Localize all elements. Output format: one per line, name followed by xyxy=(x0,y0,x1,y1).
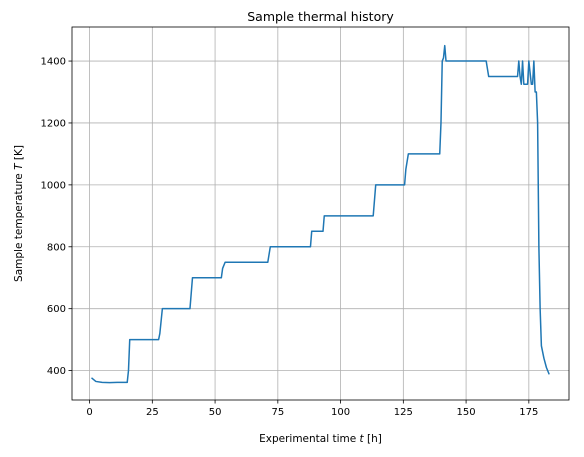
x-tick-label: 125 xyxy=(394,407,413,418)
x-axis-label-unit: [h] xyxy=(364,433,382,445)
y-axis-label-unit: [K] xyxy=(13,145,25,163)
y-tick-label: 1000 xyxy=(41,180,66,191)
temperature-series-line xyxy=(91,44,550,384)
x-tick-label: 150 xyxy=(457,407,476,418)
x-tick-label: 25 xyxy=(146,407,159,418)
x-tick-label: 50 xyxy=(209,407,222,418)
series-layer xyxy=(91,44,550,384)
chart-title: Sample thermal history xyxy=(247,9,394,24)
x-tick-label: 75 xyxy=(271,407,284,418)
y-axis-label-prefix: Sample temperature xyxy=(13,170,25,282)
grid-lines xyxy=(72,27,569,400)
y-tick-label: 400 xyxy=(47,366,66,377)
y-tick-label: 1400 xyxy=(41,57,66,68)
x-tick-label: 0 xyxy=(86,407,92,418)
x-axis-label-variable: t xyxy=(360,433,365,445)
y-tick-label: 800 xyxy=(47,242,66,253)
plot-frame xyxy=(71,26,570,401)
y-axis-label: Sample temperature T [K] xyxy=(13,145,25,282)
x-tick-label: 175 xyxy=(519,407,538,418)
axis-ticks: 0 25 50 75 100 125 150 175 400 600 800 1000 1200 1400 xyxy=(41,57,539,418)
y-tick-label: 600 xyxy=(47,304,66,315)
x-axis-label: Experimental time t [h] xyxy=(259,433,382,445)
x-axis-label-prefix: Experimental time xyxy=(259,433,359,445)
x-tick-label: 100 xyxy=(331,407,350,418)
y-tick-label: 1200 xyxy=(41,118,66,129)
y-axis-label-variable: T xyxy=(13,162,25,170)
